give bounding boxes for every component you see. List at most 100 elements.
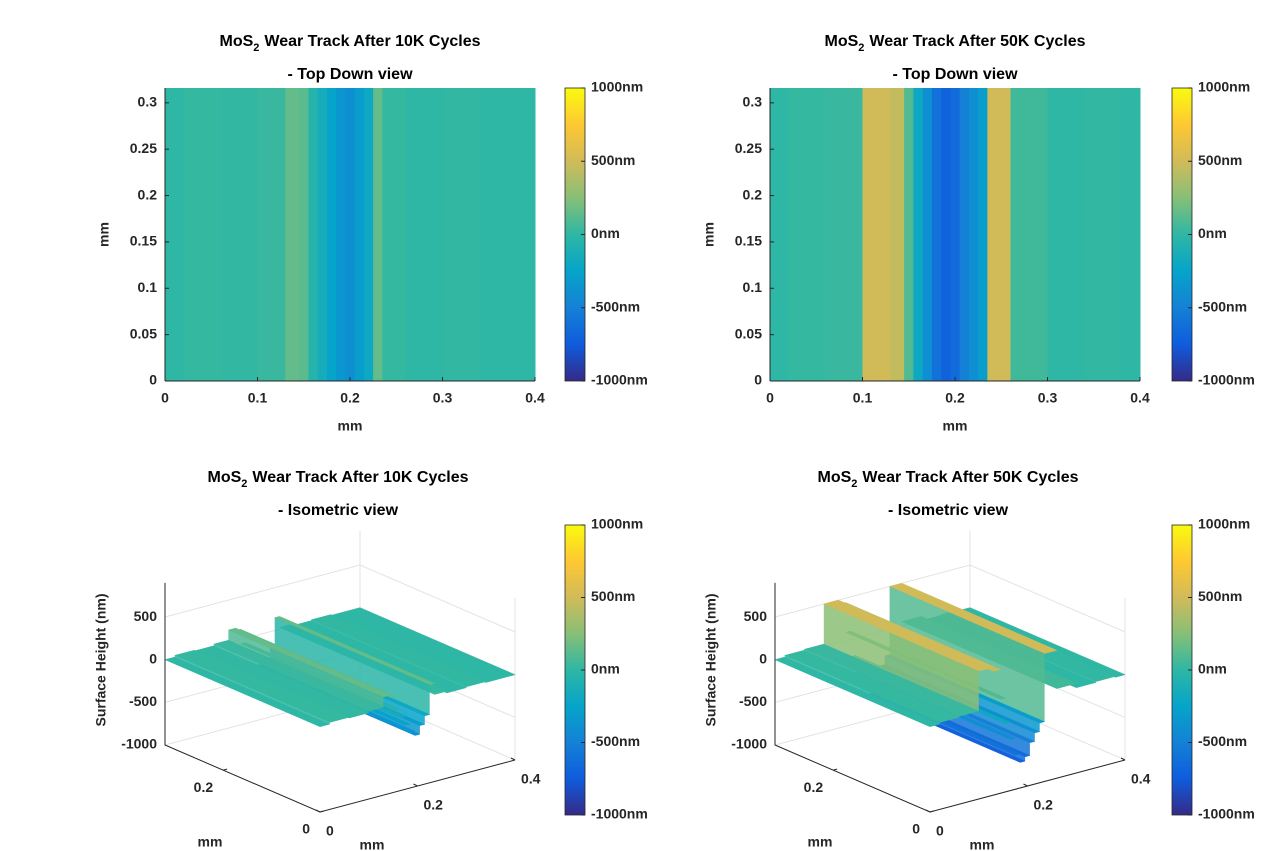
x-tick-label: 0.3 (433, 390, 453, 406)
colorbar-tick-label: 0nm (591, 661, 620, 677)
heatmap-column (257, 88, 286, 381)
z-axis-label: Surface Height (nm) (93, 593, 109, 726)
z-tick-label: 500 (134, 608, 158, 624)
heatmap-column (931, 88, 942, 381)
y-tick-label: 0.1 (743, 279, 763, 295)
z-tick-label: -1000 (121, 736, 157, 752)
z-tick-label: 0 (149, 650, 157, 666)
colorbar-tick-label: -1000nm (1198, 806, 1255, 822)
heatmap-column (968, 88, 979, 381)
x-tick-label: 0.1 (853, 390, 873, 406)
heatmap-column (442, 88, 480, 381)
y-tick-label: 0 (912, 821, 920, 837)
colorbar-tick-label: 1000nm (591, 516, 643, 532)
x-tick-label: 0.4 (1131, 771, 1151, 787)
heatmap-column (1121, 88, 1141, 381)
heatmap-column (285, 88, 300, 381)
heatmap-column (405, 88, 443, 381)
y-tick (319, 810, 325, 813)
surface-wall (274, 617, 430, 715)
heatmap-column (913, 88, 924, 381)
heatmap-column (354, 88, 365, 381)
colorbar-tick-label: 500nm (591, 588, 635, 604)
heatmap-column (941, 88, 951, 381)
x-tick-label: 0.4 (521, 771, 541, 787)
x-tick (925, 809, 931, 813)
y-tick-label: 0.2 (804, 779, 824, 795)
heatmap-column (165, 88, 184, 381)
heatmap-column (299, 88, 309, 381)
colorbar-tick-label: 0nm (591, 225, 620, 241)
x-tick-label: 0 (766, 390, 774, 406)
heatmap-column (825, 88, 863, 381)
colorbar-tick-label: 0nm (1198, 225, 1227, 241)
heatmap-column (382, 88, 406, 381)
x-tick-label: 0 (936, 823, 944, 839)
heatmap-column (978, 88, 988, 381)
y-tick-label: 0.3 (138, 94, 158, 110)
colorbar-tick-label: -500nm (591, 733, 640, 749)
chart-title: MoS2 Wear Track After 50K Cycles (824, 33, 1085, 54)
z-tick-label: 0 (759, 650, 767, 666)
y-axis-label: mm (198, 834, 223, 850)
chart-subtitle: - Top Down view (287, 66, 413, 83)
x-tick-label: 0.4 (1130, 390, 1150, 406)
heatmap-column (904, 88, 914, 381)
heatmap-column (987, 88, 1011, 381)
z-axis-label: Surface Height (nm) (703, 593, 719, 726)
heatmap-column (220, 88, 258, 381)
surface-strip (823, 599, 995, 672)
heatmap-column (1084, 88, 1122, 381)
heatmap-column (770, 88, 789, 381)
colorbar-tick-label: 1000nm (591, 79, 643, 95)
title-text: Wear Track After 10K Cycles (252, 469, 468, 486)
y-tick (929, 810, 935, 813)
surface-strip (213, 639, 385, 712)
heatmap-column (345, 88, 356, 381)
heatmap-column (516, 88, 536, 381)
chart-title: MoS2 Wear Track After 10K Cycles (207, 469, 468, 490)
surface-strip (803, 643, 980, 717)
title-subscript: 2 (858, 42, 864, 54)
title-text: Wear Track After 50K Cycles (869, 33, 1085, 50)
surface-wall (174, 655, 330, 725)
x-tick-label: 0 (326, 823, 334, 839)
x-axis-label: mm (970, 837, 995, 851)
z-tick-label: -1000 (731, 736, 767, 752)
surface-wall (784, 655, 940, 725)
x-axis-label: mm (338, 418, 363, 434)
colorbar-tick-label: 500nm (1198, 588, 1242, 604)
chart-title: MoS2 Wear Track After 50K Cycles (817, 469, 1078, 490)
y-tick-label: 0.1 (138, 279, 158, 295)
chart-subtitle: - Isometric view (888, 502, 1009, 519)
title-subscript: 2 (851, 478, 857, 490)
y-axis-label: mm (96, 222, 112, 247)
surface-wall (228, 630, 384, 708)
y-tick-label: 0 (302, 821, 310, 837)
colorbar-tick-label: -500nm (591, 298, 640, 314)
title-text: Wear Track After 10K Cycles (264, 33, 480, 50)
x-tick (1023, 783, 1028, 787)
colorbar-tick-label: -1000nm (1198, 372, 1255, 388)
title-text: MoS (824, 33, 858, 50)
y-tick-label: 0.2 (138, 186, 158, 202)
x-axis-label: mm (360, 837, 385, 851)
title-subscript: 2 (253, 42, 259, 54)
heatmap-column (326, 88, 337, 381)
surface-strip (310, 614, 487, 688)
heatmap-column (183, 88, 221, 381)
chart-subtitle: - Top Down view (892, 66, 1018, 83)
x-tick-label: 0 (161, 390, 169, 406)
x-tick (315, 809, 321, 813)
heatmap-column (308, 88, 319, 381)
heatmap-column (862, 88, 891, 381)
y-tick-label: 0.3 (743, 94, 763, 110)
x-tick (1120, 757, 1126, 761)
y-tick-label: 0.25 (130, 140, 157, 156)
surface-strip (774, 656, 941, 727)
colorbar-tick-label: -500nm (1198, 298, 1247, 314)
x-tick-label: 0.1 (248, 390, 268, 406)
x-tick-label: 0.4 (525, 390, 545, 406)
surface-strip (174, 649, 351, 723)
title-text: MoS (817, 469, 851, 486)
